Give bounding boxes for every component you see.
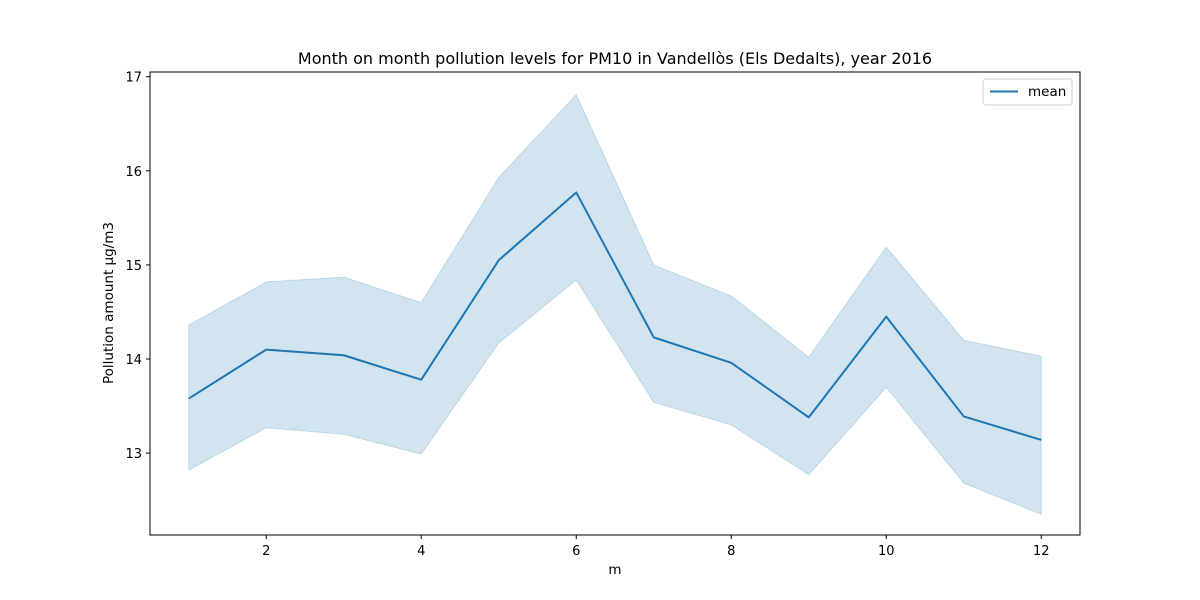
x-tick-label: 10	[878, 544, 895, 559]
x-tick-label: 8	[727, 544, 735, 559]
confidence-band-layer	[188, 93, 1042, 516]
x-tick-label: 12	[1033, 544, 1050, 559]
x-tick-label: 4	[417, 544, 425, 559]
y-tick-label: 17	[125, 71, 142, 86]
y-tick-label: 16	[125, 165, 142, 180]
legend: mean	[982, 78, 1073, 106]
legend-label-mean: mean	[1028, 84, 1066, 100]
series-line-layer	[188, 191, 1042, 441]
y-axis-ticks: 13 14 15 16 17	[125, 71, 150, 462]
series-line-mean	[188, 191, 1042, 441]
plot-area-frame	[149, 71, 1081, 536]
legend-box	[982, 78, 1073, 106]
x-axis-label: m	[608, 562, 621, 578]
y-tick-label: 13	[125, 447, 142, 462]
chart-title: Month on month pollution levels for PM10…	[298, 49, 932, 68]
x-axis-ticks: 2 4 6 8 10 12	[262, 535, 1050, 559]
confidence-band	[188, 93, 1042, 516]
y-tick-label: 14	[125, 353, 142, 368]
x-tick-label: 2	[262, 544, 270, 559]
y-tick-label: 15	[125, 259, 142, 274]
y-axis-label: Pollution amount μg/m3	[101, 222, 117, 384]
x-tick-label: 6	[572, 544, 580, 559]
